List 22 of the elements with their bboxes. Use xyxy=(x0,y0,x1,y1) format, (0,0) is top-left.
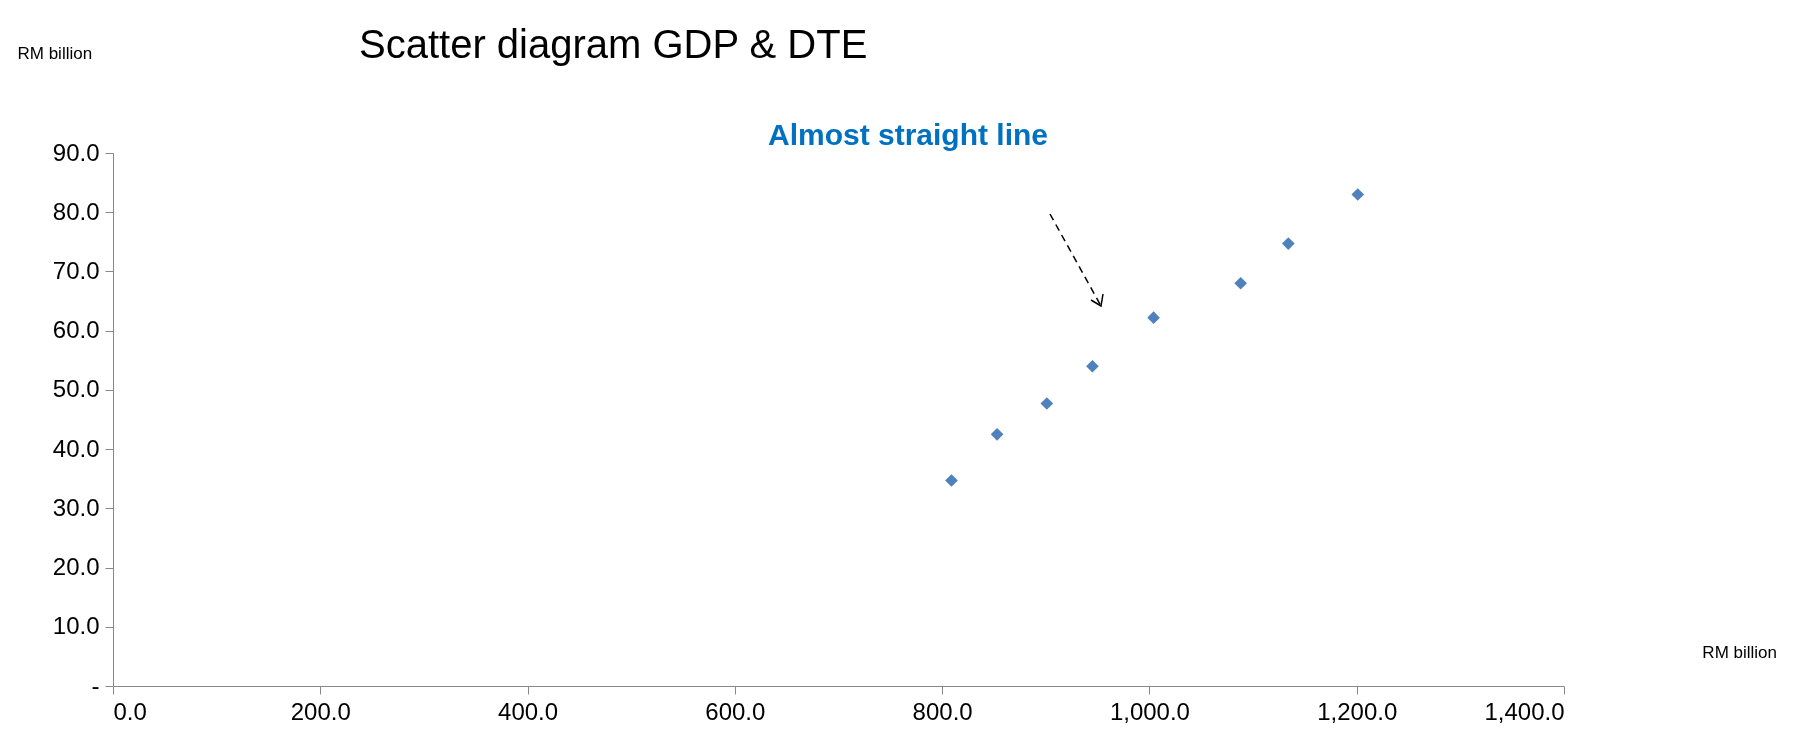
text: RM billion xyxy=(1702,643,1777,662)
y-tick-label: 30.0 xyxy=(52,493,100,521)
x-tick-label: 600.0 xyxy=(705,697,766,725)
y-tick-label: 70.0 xyxy=(52,256,100,284)
y-tick-label: - xyxy=(91,671,100,699)
y-tick-label: 10.0 xyxy=(52,612,100,640)
y-tick-label: 20.0 xyxy=(52,553,100,581)
x-tick-label: 0.0 xyxy=(113,697,147,725)
x-tick-label: 200.0 xyxy=(290,697,351,725)
text: Almost straight line xyxy=(767,118,1049,151)
x-tick-label: 1,400.0 xyxy=(1484,697,1565,725)
x-tick-label: 1,000.0 xyxy=(1109,697,1190,725)
x-tick-label: 800.0 xyxy=(912,697,973,725)
y-tick-label: 50.0 xyxy=(52,375,100,403)
x-tick-label: 1,200.0 xyxy=(1317,697,1398,725)
y-tick-label: 40.0 xyxy=(52,434,100,462)
y-axis-title: RM billion xyxy=(17,43,93,63)
chart-title: Scatter diagram GDP & DTE xyxy=(359,22,868,66)
y-tick-label: 60.0 xyxy=(52,316,100,344)
x-tick-label: 400.0 xyxy=(498,697,559,725)
y-tick-label: 90.0 xyxy=(52,138,100,166)
y-tick-label: 80.0 xyxy=(52,197,100,225)
